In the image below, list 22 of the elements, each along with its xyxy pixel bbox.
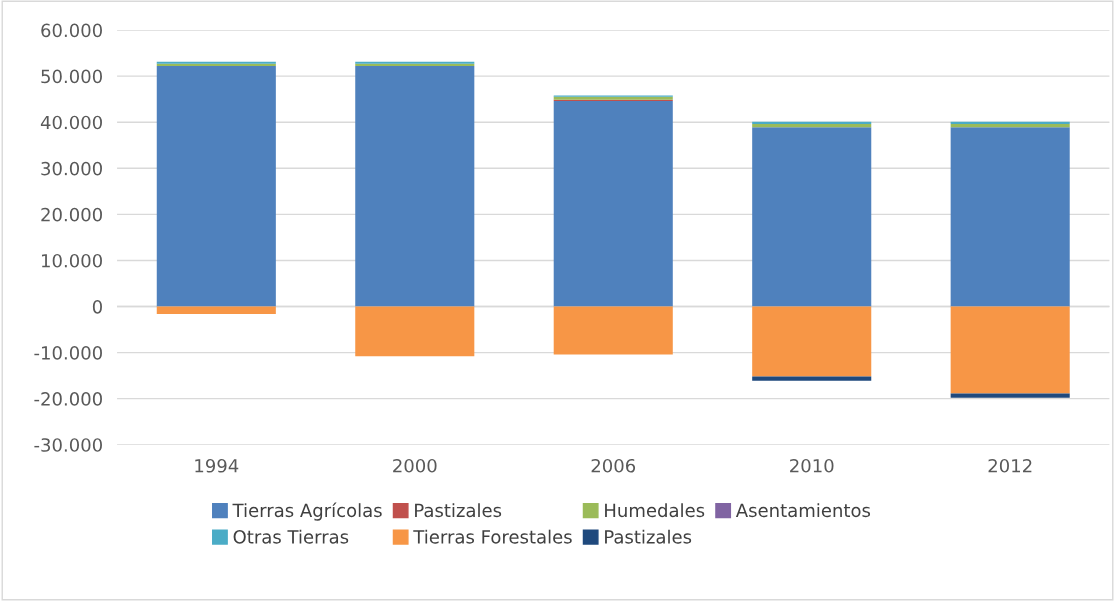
y-tick-label: 20.000 bbox=[41, 207, 102, 222]
legend-label: Humedales bbox=[605, 503, 705, 518]
y-tick-label: 30.000 bbox=[41, 161, 102, 176]
legend-label: Pastizales bbox=[605, 529, 692, 544]
legend-label: Tierras Agrícolas bbox=[232, 502, 382, 521]
legend-label: Tierras Forestales bbox=[413, 529, 572, 544]
x-tick-label: 2000 bbox=[393, 458, 437, 473]
legend-label: Pastizales bbox=[415, 503, 502, 518]
y-tick-label: 60.000 bbox=[41, 23, 102, 38]
x-tick-label: 2006 bbox=[591, 458, 636, 473]
x-tick-label: 1994 bbox=[195, 458, 239, 473]
legend-label: Otras Tierras bbox=[233, 529, 349, 544]
y-tick-label: 0 bbox=[92, 299, 102, 314]
legend-label: Asentamientos bbox=[735, 503, 871, 518]
y-tick-label: -20.000 bbox=[34, 392, 102, 406]
y-tick-label: 50.000 bbox=[41, 69, 102, 84]
y-tick-label: 40.000 bbox=[40, 115, 102, 130]
x-tick-label: 2012 bbox=[988, 458, 1032, 473]
y-tick-label: -30.000 bbox=[34, 438, 102, 452]
y-tick-label: -10.000 bbox=[34, 346, 102, 360]
y-tick-label: 10.000 bbox=[41, 253, 102, 268]
x-tick-label: 2010 bbox=[790, 458, 834, 473]
